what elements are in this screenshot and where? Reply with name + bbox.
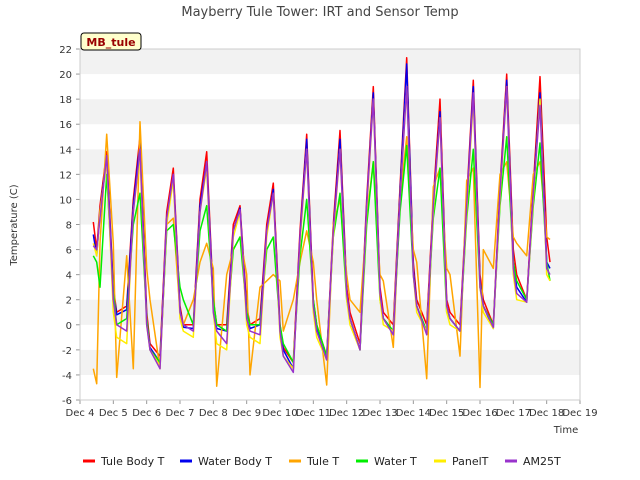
- y-tick-label: 2: [66, 296, 72, 307]
- site-tag: MB_tule: [80, 32, 142, 51]
- y-tick-label: 22: [59, 45, 72, 56]
- background-band: [80, 74, 580, 100]
- site-tag-label: MB_tule: [86, 36, 135, 49]
- x-tick-label: Dec 5: [99, 408, 128, 419]
- y-tick-label: -2: [62, 346, 72, 357]
- y-tick-label: 18: [59, 95, 72, 106]
- y-tick-label: -6: [62, 396, 72, 407]
- chart-title: Mayberry Tule Tower: IRT and Sensor Temp: [181, 5, 458, 20]
- y-axis-ticks: -6 -4 -2 0 2 4 6 8 10 12 14 16 18 20 22: [59, 45, 80, 407]
- x-axis-label: Time: [553, 425, 578, 436]
- x-tick-label: Dec 19: [562, 408, 597, 419]
- y-tick-label: 16: [59, 120, 72, 131]
- background-band: [80, 249, 580, 275]
- background-band: [80, 224, 580, 250]
- legend: Tule Body T Water Body T Tule T Water T Pane…: [83, 455, 561, 468]
- background-band: [80, 124, 580, 150]
- background-band: [80, 349, 580, 375]
- x-axis-ticks: Dec 4 Dec 5 Dec 6 Dec 7 Dec 8 Dec 9 Dec 10Dec …: [66, 400, 598, 419]
- x-tick-label: Dec 13: [362, 408, 397, 419]
- background-band: [80, 199, 580, 225]
- x-tick-label: Dec 6: [132, 408, 161, 419]
- x-tick-label: Dec 9: [232, 408, 261, 419]
- series-lines: [92, 57, 551, 389]
- y-tick-label: 10: [59, 195, 72, 206]
- background-band: [80, 99, 580, 125]
- legend-label: Tule T: [306, 455, 339, 468]
- background-band: [80, 149, 580, 175]
- x-tick-label: Dec 12: [329, 408, 364, 419]
- background-band: [80, 49, 580, 75]
- x-tick-label: Dec 11: [296, 408, 331, 419]
- x-tick-label: Dec 17: [496, 408, 531, 419]
- series-line-am25t: [92, 85, 551, 374]
- site-tag-box: [80, 32, 142, 51]
- legend-label: Water Body T: [198, 455, 272, 468]
- legend-label: PanelT: [452, 455, 489, 468]
- x-tick-label: Dec 10: [262, 408, 297, 419]
- background-band: [80, 324, 580, 350]
- y-axis-label: Temperature (C): [9, 184, 20, 266]
- x-tick-label: Dec 4: [66, 408, 95, 419]
- y-tick-label: 0: [66, 321, 72, 332]
- x-tick-label: Dec 15: [429, 408, 464, 419]
- x-tick-label: Dec 14: [396, 408, 431, 419]
- background-band: [80, 374, 580, 400]
- plot-frame: [79, 48, 581, 401]
- y-tick-label: 4: [66, 271, 72, 282]
- legend-label: Water T: [374, 455, 417, 468]
- y-tick-label: -4: [62, 371, 72, 382]
- x-tick-label: Dec 16: [462, 408, 497, 419]
- legend-label: AM25T: [523, 455, 561, 468]
- y-tick-label: 12: [59, 170, 72, 181]
- y-tick-label: 20: [59, 70, 72, 81]
- y-tick-label: 6: [66, 246, 72, 257]
- x-tick-label: Dec 7: [166, 408, 195, 419]
- y-tick-label: 8: [66, 221, 72, 232]
- legend-label: Tule Body T: [100, 455, 165, 468]
- y-tick-label: 14: [59, 145, 72, 156]
- x-tick-label: Dec 18: [529, 408, 564, 419]
- x-tick-label: Dec 8: [199, 408, 228, 419]
- background-band: [80, 174, 580, 200]
